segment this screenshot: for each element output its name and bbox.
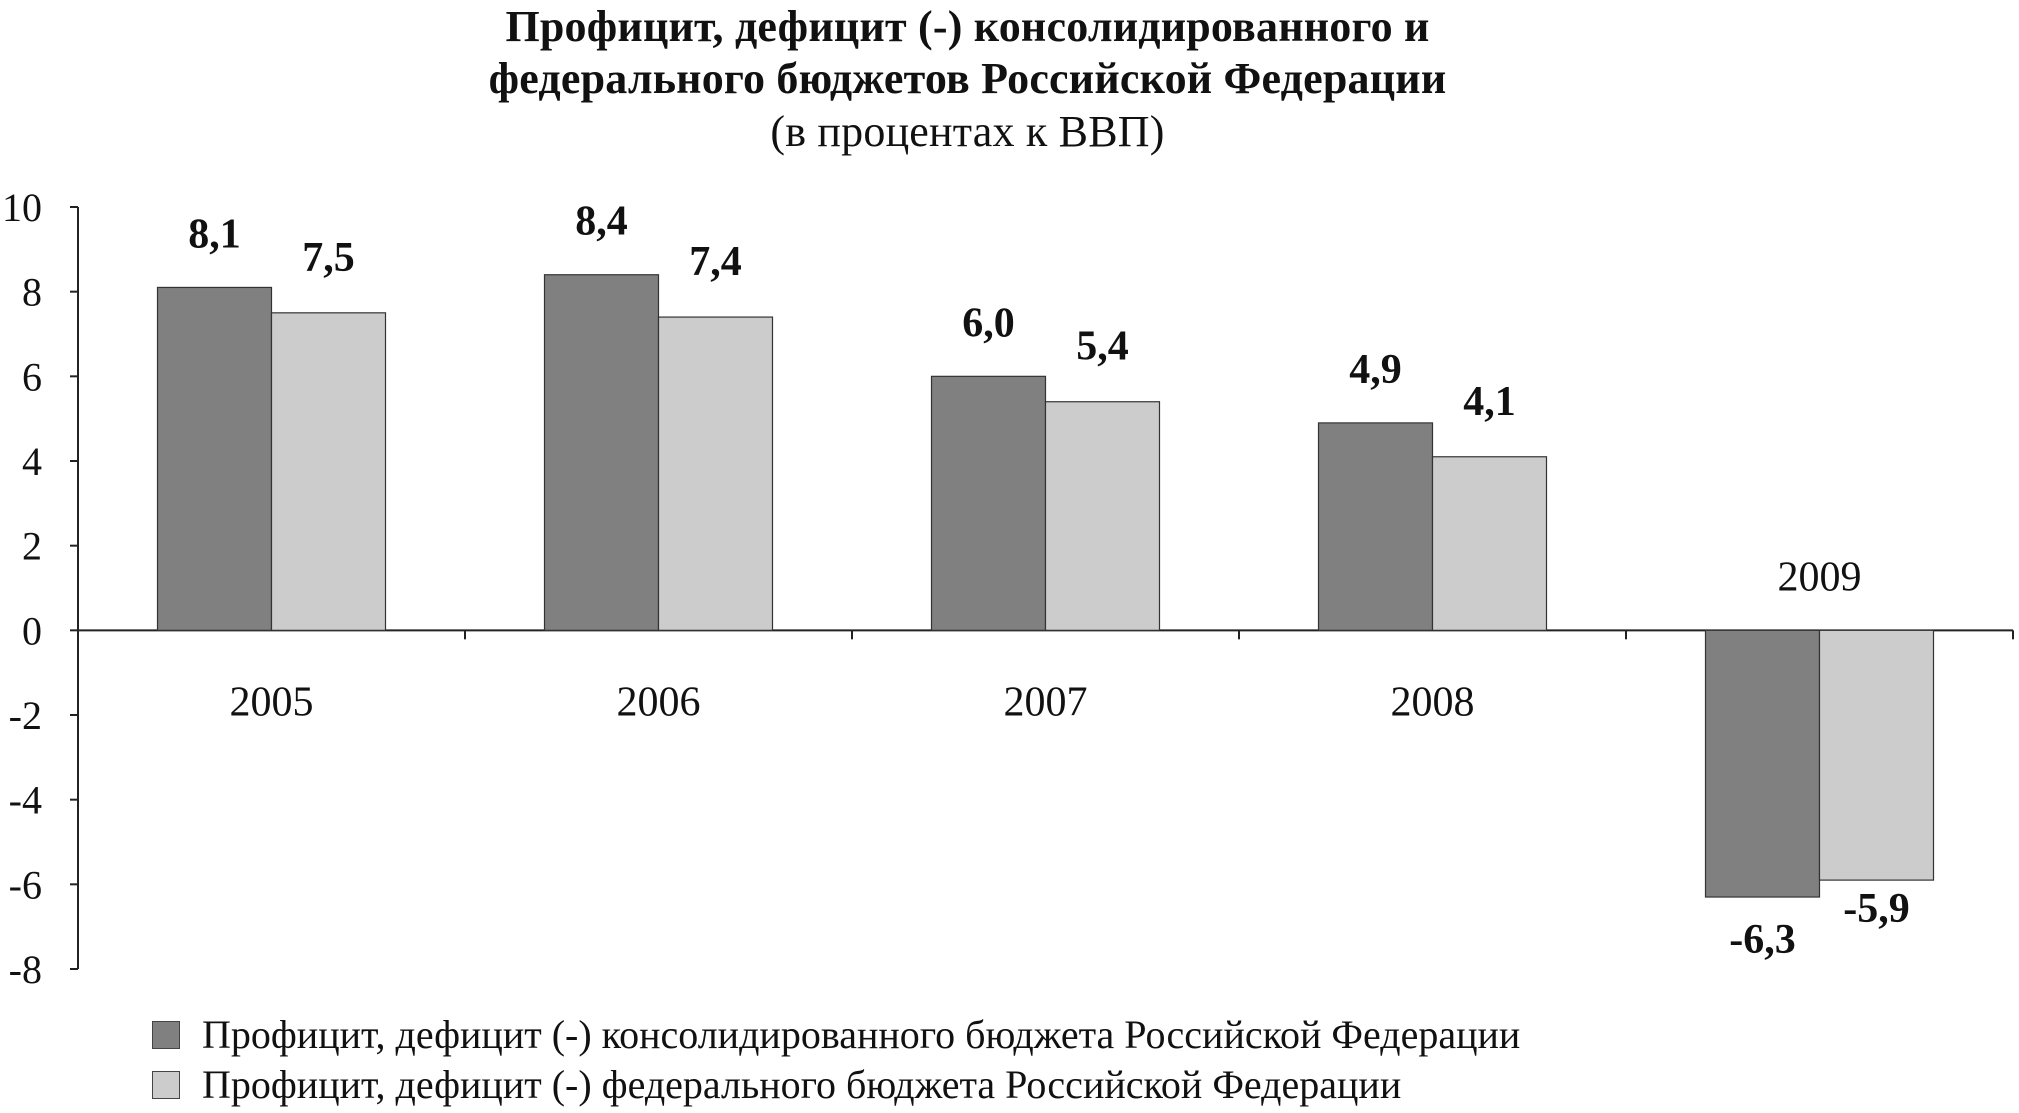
x-category-label: 2005	[230, 679, 314, 725]
y-tick-label: -2	[9, 693, 42, 738]
legend-label-consolidated: Профицит, дефицит (-) консолидированного…	[202, 1012, 1521, 1057]
data-label-consolidated-2006: 8,4	[575, 199, 628, 245]
data-label-consolidated-2007: 6,0	[962, 300, 1015, 346]
bar-consolidated-2009	[1704, 629, 1821, 898]
y-tick-label: -4	[9, 778, 42, 823]
bar-federal-2007	[1044, 401, 1161, 631]
legend-label-federal: Профицит, дефицит (-) федерального бюдже…	[202, 1062, 1402, 1107]
y-tick-label: 6	[22, 354, 42, 399]
legend-swatch-consolidated	[152, 1020, 180, 1049]
chart-title-line1: Профицит, дефицит (-) консолидированного…	[505, 2, 1430, 51]
y-tick-label: 4	[22, 439, 42, 484]
bar-federal-2008	[1431, 456, 1548, 631]
data-label-consolidated-2008: 4,9	[1349, 347, 1402, 393]
x-category-label: 2008	[1391, 679, 1475, 725]
bar-consolidated-2006	[543, 274, 660, 631]
data-label-consolidated-2005: 8,1	[188, 211, 241, 257]
bar-federal-2005	[270, 312, 387, 631]
bar-federal-2009	[1818, 629, 1935, 881]
y-tick-label: 2	[22, 524, 42, 569]
y-tick-label: 8	[22, 270, 42, 315]
legend-item-federal: Профицит, дефицит (-) федерального бюдже…	[152, 1062, 1401, 1108]
y-tick-label: 10	[2, 185, 42, 230]
y-tick-label: -6	[9, 862, 42, 907]
bar-consolidated-2007	[930, 375, 1047, 631]
x-category-label: 2009	[1778, 554, 1862, 600]
legend-swatch-federal	[152, 1070, 180, 1099]
chart-subtitle: (в процентах к ВВП)	[770, 107, 1165, 156]
data-label-federal-2005: 7,5	[302, 235, 355, 281]
data-label-federal-2008: 4,1	[1463, 379, 1516, 425]
y-tick-label: 0	[22, 608, 42, 653]
bar-consolidated-2008	[1317, 422, 1434, 631]
data-label-federal-2007: 5,4	[1076, 324, 1129, 370]
data-label-consolidated-2009: -6,3	[1729, 917, 1796, 963]
chart-title-line2: федерального бюджетов Российской Федерац…	[488, 54, 1447, 103]
y-tick-label: -8	[9, 947, 42, 992]
data-label-federal-2009: -5,9	[1843, 886, 1910, 932]
bar-consolidated-2005	[156, 286, 273, 631]
legend-item-consolidated: Профицит, дефицит (-) консолидированного…	[152, 1012, 1520, 1058]
x-category-label: 2007	[1004, 679, 1088, 725]
x-category-label: 2006	[617, 679, 701, 725]
bar-federal-2006	[657, 316, 774, 631]
data-label-federal-2006: 7,4	[689, 239, 742, 285]
